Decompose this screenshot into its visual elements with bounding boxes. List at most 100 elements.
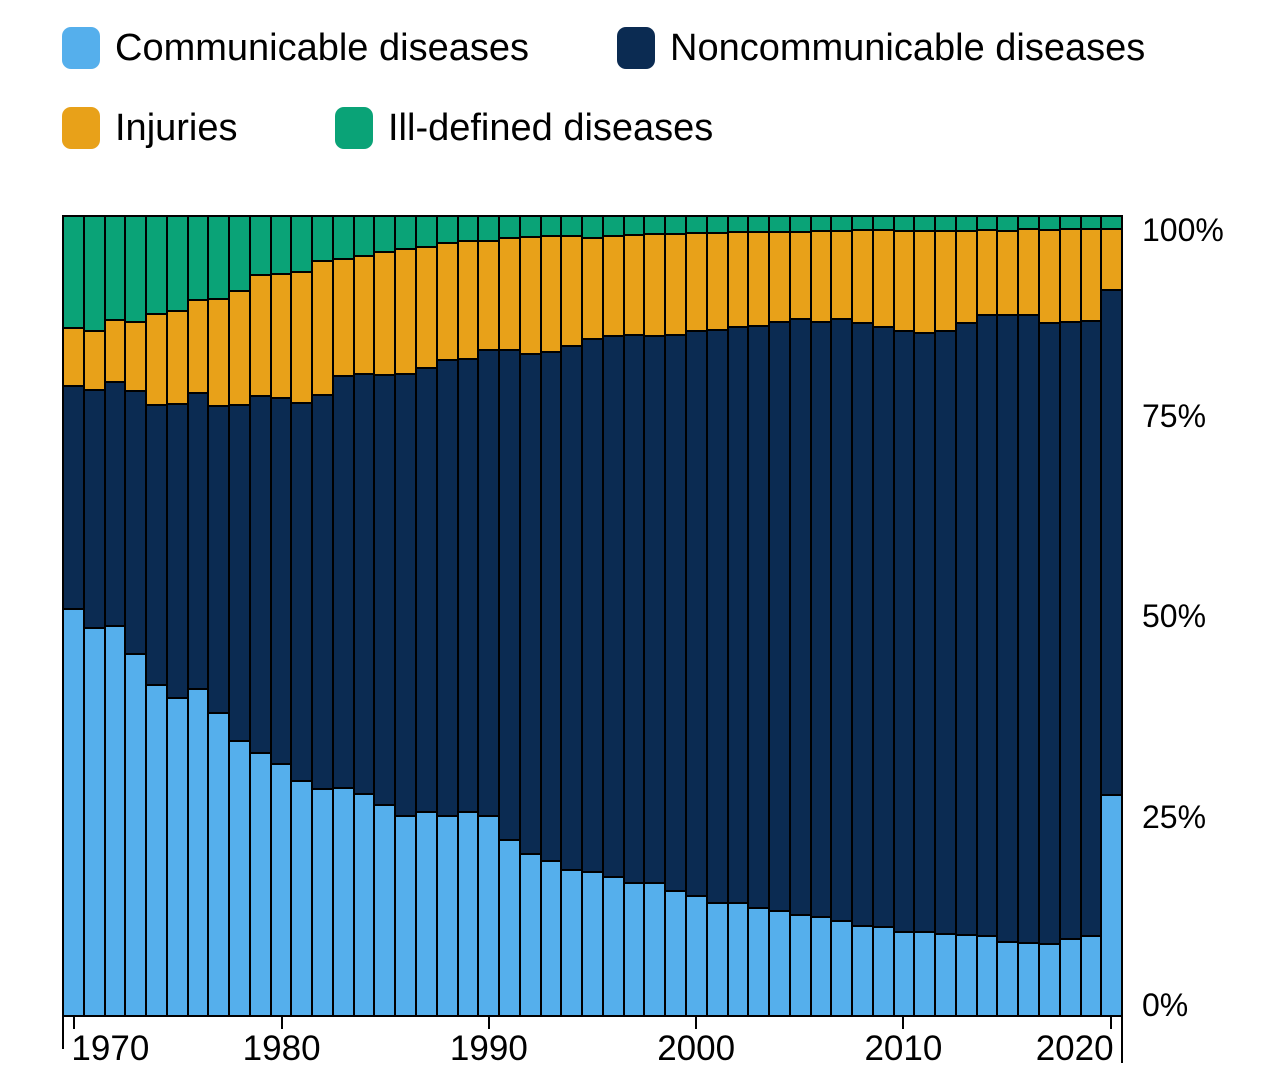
noncommunicable-segment-2016 <box>1019 314 1038 942</box>
bar-1986 <box>396 217 416 1015</box>
bar-2019 <box>1081 217 1101 1015</box>
x-tick-1990 <box>487 1017 490 1029</box>
x-tick-label-2000: 2000 <box>657 1029 736 1068</box>
noncommunicable-segment-2003 <box>749 324 769 908</box>
bar-2009 <box>873 217 893 1015</box>
communicable-segment-2013 <box>956 934 976 1015</box>
bar-2017 <box>1039 217 1059 1015</box>
injuries-segment-2001 <box>707 232 727 329</box>
ill-defined-segment-2007 <box>832 217 852 230</box>
x-tick-1970 <box>73 1017 76 1029</box>
ill-defined-segment-1974 <box>147 217 166 313</box>
injuries-segment-1990 <box>479 240 499 350</box>
injuries-segment-1985 <box>375 250 395 375</box>
x-tick-2010 <box>902 1017 905 1029</box>
noncommunicable-segment-1976 <box>188 391 208 688</box>
bar-2013 <box>956 217 976 1015</box>
legend: Communicable diseases Noncommunicable di… <box>62 26 1252 150</box>
injuries-segment-2012 <box>936 229 955 330</box>
x-tick-label-2010: 2010 <box>864 1029 943 1068</box>
injuries-segment-2000 <box>686 232 706 330</box>
bar-2003 <box>749 217 769 1015</box>
communicable-segment-2008 <box>853 924 872 1015</box>
legend-swatch-noncommunicable-icon <box>617 27 655 69</box>
legend-swatch-communicable-icon <box>62 27 100 69</box>
communicable-segment-2014 <box>977 935 997 1015</box>
x-tick-2000 <box>695 1017 698 1029</box>
bar-2016 <box>1019 217 1038 1015</box>
noncommunicable-segment-1992 <box>520 353 540 853</box>
noncommunicable-segment-1971 <box>84 389 104 628</box>
communicable-segment-2019 <box>1081 935 1101 1015</box>
bar-1980 <box>271 217 291 1015</box>
noncommunicable-segment-2000 <box>686 329 706 896</box>
bar-1972 <box>105 217 125 1015</box>
noncommunicable-segment-1970 <box>64 385 83 608</box>
noncommunicable-segment-1988 <box>437 359 457 816</box>
communicable-segment-2000 <box>686 895 706 1015</box>
legend-label-noncommunicable: Noncommunicable diseases <box>670 27 1146 69</box>
bar-1996 <box>603 217 623 1015</box>
bar-1976 <box>188 217 208 1015</box>
noncommunicable-segment-2014 <box>977 313 997 936</box>
bar-2006 <box>811 217 831 1015</box>
noncommunicable-segment-1983 <box>333 374 353 787</box>
ill-defined-segment-1978 <box>230 217 249 291</box>
injuries-segment-2020 <box>1102 228 1122 289</box>
injuries-segment-2019 <box>1081 228 1101 320</box>
noncommunicable-segment-2013 <box>956 322 976 935</box>
legend-label-injuries: Injuries <box>115 107 238 149</box>
legend-item-injuries[interactable]: Injuries <box>62 106 238 150</box>
x-axis-left-cap <box>62 1015 64 1049</box>
injuries-segment-1972 <box>105 319 125 382</box>
x-tick-1980 <box>280 1017 283 1029</box>
bar-2010 <box>894 217 914 1015</box>
communicable-segment-1992 <box>520 852 540 1015</box>
legend-item-ill-defined-diseases[interactable]: Ill-defined diseases <box>335 106 713 150</box>
communicable-segment-2018 <box>1060 937 1080 1015</box>
ill-defined-segment-1988 <box>437 217 457 242</box>
bar-1995 <box>583 217 602 1015</box>
noncommunicable-segment-2005 <box>790 318 810 914</box>
injuries-segment-2011 <box>915 229 935 332</box>
ill-defined-segment-1989 <box>458 217 478 241</box>
ill-defined-segment-2015 <box>998 217 1018 230</box>
x-axis-right-cap <box>1121 1015 1123 1063</box>
ill-defined-segment-2010 <box>894 217 914 230</box>
communicable-segment-1974 <box>147 683 166 1015</box>
ill-defined-segment-1972 <box>105 217 125 320</box>
injuries-segment-2003 <box>749 231 769 325</box>
x-tick-label-1990: 1990 <box>449 1029 528 1068</box>
ill-defined-segment-1981 <box>292 217 312 272</box>
injuries-segment-1993 <box>541 235 561 352</box>
communicable-segment-2007 <box>832 920 852 1015</box>
communicable-segment-2016 <box>1019 941 1038 1015</box>
legend-row-2: Injuries Ill-defined diseases <box>62 106 1252 150</box>
noncommunicable-segment-1977 <box>209 405 229 712</box>
legend-item-noncommunicable-diseases[interactable]: Noncommunicable diseases <box>617 26 1145 70</box>
bar-2015 <box>998 217 1018 1015</box>
noncommunicable-segment-1979 <box>250 394 270 752</box>
communicable-segment-2011 <box>915 931 935 1015</box>
legend-item-communicable-diseases[interactable]: Communicable diseases <box>62 26 529 70</box>
noncommunicable-segment-1987 <box>417 367 436 811</box>
ill-defined-segment-1987 <box>417 217 436 246</box>
ill-defined-segment-1993 <box>541 217 561 236</box>
bar-1978 <box>230 217 249 1015</box>
communicable-segment-1996 <box>603 876 623 1015</box>
ill-defined-segment-2011 <box>915 217 935 230</box>
noncommunicable-segment-2012 <box>936 329 955 933</box>
communicable-segment-2006 <box>811 916 831 1015</box>
noncommunicable-segment-2006 <box>811 320 831 917</box>
communicable-segment-2010 <box>894 931 914 1015</box>
noncommunicable-segment-1997 <box>624 333 644 882</box>
bar-2020 <box>1102 217 1122 1015</box>
legend-label-ill-defined: Ill-defined diseases <box>388 107 714 149</box>
communicable-segment-1999 <box>666 889 685 1015</box>
noncommunicable-segment-2004 <box>770 320 789 911</box>
ill-defined-segment-1977 <box>209 217 229 298</box>
ill-defined-segment-2002 <box>728 217 748 232</box>
bar-1994 <box>562 217 582 1015</box>
injuries-segment-2010 <box>894 229 914 330</box>
